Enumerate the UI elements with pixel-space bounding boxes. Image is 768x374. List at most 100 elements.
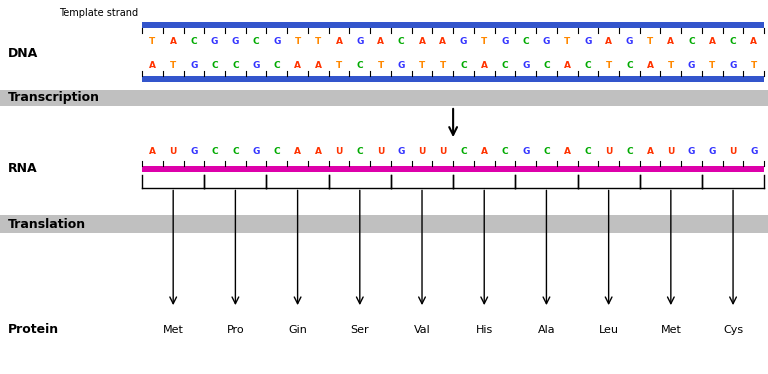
Text: T: T <box>481 37 488 46</box>
Text: C: C <box>253 37 260 46</box>
Text: G: G <box>522 61 529 70</box>
Text: G: G <box>232 37 239 46</box>
Text: C: C <box>190 37 197 46</box>
Text: C: C <box>522 37 529 46</box>
Text: Template strand: Template strand <box>59 8 138 18</box>
Text: C: C <box>688 37 695 46</box>
Text: T: T <box>149 37 156 46</box>
Text: C: C <box>626 61 633 70</box>
Text: G: G <box>190 61 197 70</box>
Text: C: C <box>502 147 508 156</box>
Text: A: A <box>439 37 446 46</box>
Text: G: G <box>626 37 633 46</box>
Text: T: T <box>605 61 612 70</box>
Text: A: A <box>149 147 156 156</box>
Text: A: A <box>750 37 757 46</box>
Text: T: T <box>336 61 343 70</box>
Text: G: G <box>211 37 218 46</box>
Text: T: T <box>419 61 425 70</box>
Text: RNA: RNA <box>8 162 38 175</box>
Text: T: T <box>170 61 177 70</box>
Text: His: His <box>475 325 493 335</box>
Text: U: U <box>667 147 674 156</box>
Text: Ser: Ser <box>350 325 369 335</box>
Text: G: G <box>356 37 363 46</box>
Text: C: C <box>273 61 280 70</box>
Text: Cys: Cys <box>723 325 743 335</box>
Text: Leu: Leu <box>598 325 619 335</box>
Text: A: A <box>481 147 488 156</box>
Text: G: G <box>273 37 280 46</box>
Text: Pro: Pro <box>227 325 244 335</box>
Text: C: C <box>460 61 467 70</box>
Text: T: T <box>377 61 384 70</box>
Text: U: U <box>419 147 425 156</box>
Text: DNA: DNA <box>8 47 38 60</box>
Text: C: C <box>460 147 467 156</box>
Text: T: T <box>315 37 322 46</box>
Bar <box>0 89 768 106</box>
Text: C: C <box>273 147 280 156</box>
Text: C: C <box>584 147 591 156</box>
Text: U: U <box>605 147 612 156</box>
Text: C: C <box>398 37 405 46</box>
Text: G: G <box>460 37 467 46</box>
Text: U: U <box>439 147 446 156</box>
Text: A: A <box>170 37 177 46</box>
Bar <box>142 76 764 82</box>
Text: T: T <box>647 37 654 46</box>
Text: C: C <box>211 61 218 70</box>
Text: A: A <box>419 37 425 46</box>
Text: C: C <box>543 61 550 70</box>
Text: C: C <box>356 147 363 156</box>
Text: A: A <box>149 61 156 70</box>
Text: G: G <box>584 37 591 46</box>
Text: C: C <box>356 61 363 70</box>
Text: G: G <box>750 147 757 156</box>
Text: G: G <box>522 147 529 156</box>
Text: T: T <box>439 61 446 70</box>
Text: G: G <box>398 61 405 70</box>
Bar <box>142 166 764 172</box>
Text: A: A <box>564 147 571 156</box>
Text: A: A <box>605 37 612 46</box>
Bar <box>0 215 768 233</box>
Text: Transcription: Transcription <box>8 91 100 104</box>
Text: A: A <box>647 147 654 156</box>
Text: U: U <box>730 147 737 156</box>
Text: G: G <box>190 147 197 156</box>
Text: C: C <box>543 147 550 156</box>
Text: A: A <box>315 61 322 70</box>
Text: A: A <box>377 37 384 46</box>
Text: G: G <box>688 147 695 156</box>
Text: A: A <box>315 147 322 156</box>
Text: Met: Met <box>163 325 184 335</box>
Text: C: C <box>232 61 239 70</box>
Text: A: A <box>481 61 488 70</box>
Text: C: C <box>232 147 239 156</box>
Text: Protein: Protein <box>8 324 59 337</box>
Text: U: U <box>377 147 384 156</box>
Text: A: A <box>647 61 654 70</box>
Text: Gin: Gin <box>288 325 307 335</box>
Text: A: A <box>294 147 301 156</box>
Text: C: C <box>730 37 737 46</box>
Text: A: A <box>294 61 301 70</box>
Text: U: U <box>336 147 343 156</box>
Text: T: T <box>294 37 301 46</box>
Text: A: A <box>667 37 674 46</box>
Text: T: T <box>564 37 571 46</box>
Text: G: G <box>688 61 695 70</box>
Bar <box>142 22 764 28</box>
Text: G: G <box>398 147 405 156</box>
Text: T: T <box>750 61 757 70</box>
Text: G: G <box>709 147 716 156</box>
Text: C: C <box>211 147 218 156</box>
Text: C: C <box>502 61 508 70</box>
Text: G: G <box>502 37 508 46</box>
Text: Met: Met <box>660 325 681 335</box>
Text: Ala: Ala <box>538 325 555 335</box>
Text: A: A <box>564 61 571 70</box>
Text: C: C <box>626 147 633 156</box>
Text: T: T <box>667 61 674 70</box>
